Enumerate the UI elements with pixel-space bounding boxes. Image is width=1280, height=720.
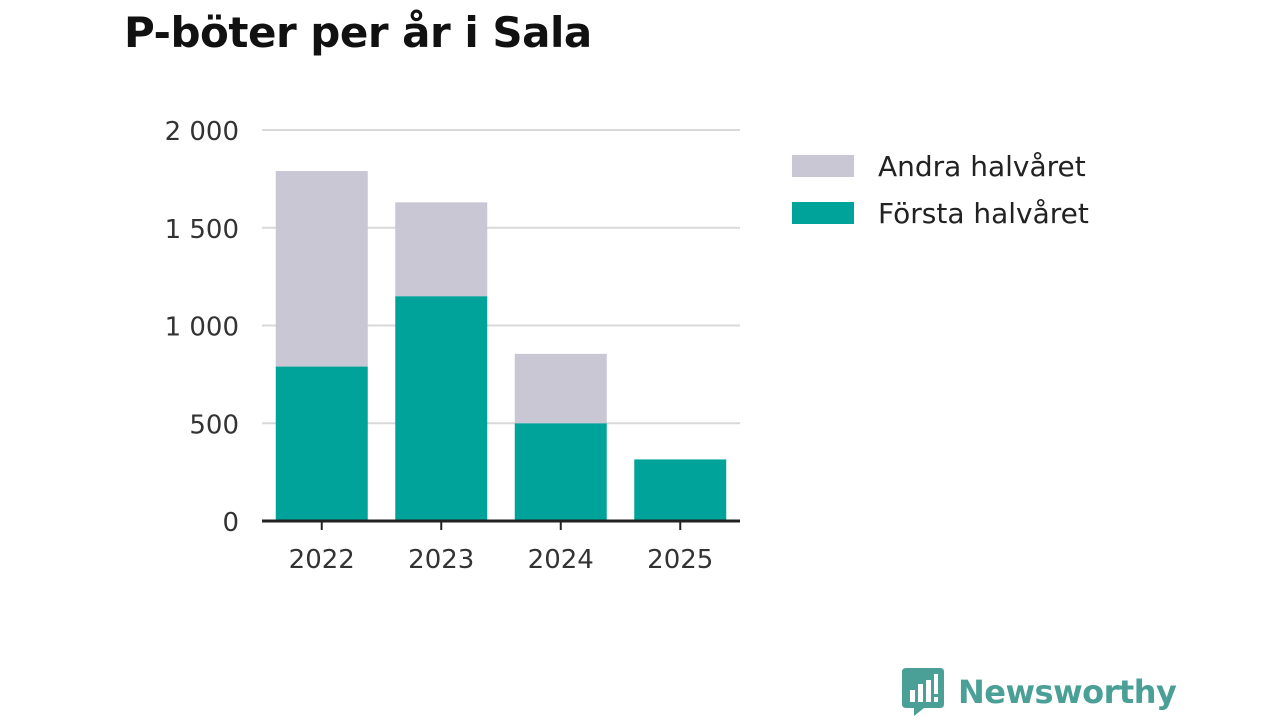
x-axis	[262, 519, 740, 530]
y-tick-label: 500	[189, 410, 239, 440]
legend-label: Första halvåret	[878, 197, 1089, 230]
bar-segment	[634, 459, 727, 521]
legend-swatch	[792, 155, 854, 177]
y-tick-label: 1 500	[165, 215, 239, 245]
bar-segment	[514, 423, 607, 521]
x-tick-label: 2022	[289, 545, 355, 575]
y-tick-labels: 0 500 1 000 1 500 2 000	[165, 117, 239, 538]
legend-swatch	[792, 202, 854, 224]
y-tick-label: 2 000	[165, 117, 239, 147]
x-tick-label: 2025	[647, 545, 713, 575]
y-tick-label: 0	[222, 508, 239, 538]
legend-label: Andra halvåret	[878, 150, 1086, 183]
x-tick-label: 2024	[528, 545, 594, 575]
bar-segment	[514, 353, 607, 424]
bar-segment	[395, 296, 488, 521]
bar-segment	[275, 366, 368, 521]
newsworthy-logo: Newsworthy	[902, 668, 1177, 716]
newsworthy-logo-text: Newsworthy	[958, 673, 1177, 711]
newsworthy-logo-icon	[902, 668, 944, 716]
x-tick-label: 2023	[408, 545, 474, 575]
chart-title: P-böter per år i Sala	[124, 8, 592, 57]
bars	[275, 171, 727, 521]
x-tick-labels: 2022 2023 2024 2025	[289, 545, 714, 575]
bar-segment	[395, 202, 488, 297]
legend: Andra halvåret Första halvåret	[792, 150, 1089, 230]
y-tick-label: 1 000	[165, 313, 239, 343]
bar-segment	[275, 171, 368, 367]
